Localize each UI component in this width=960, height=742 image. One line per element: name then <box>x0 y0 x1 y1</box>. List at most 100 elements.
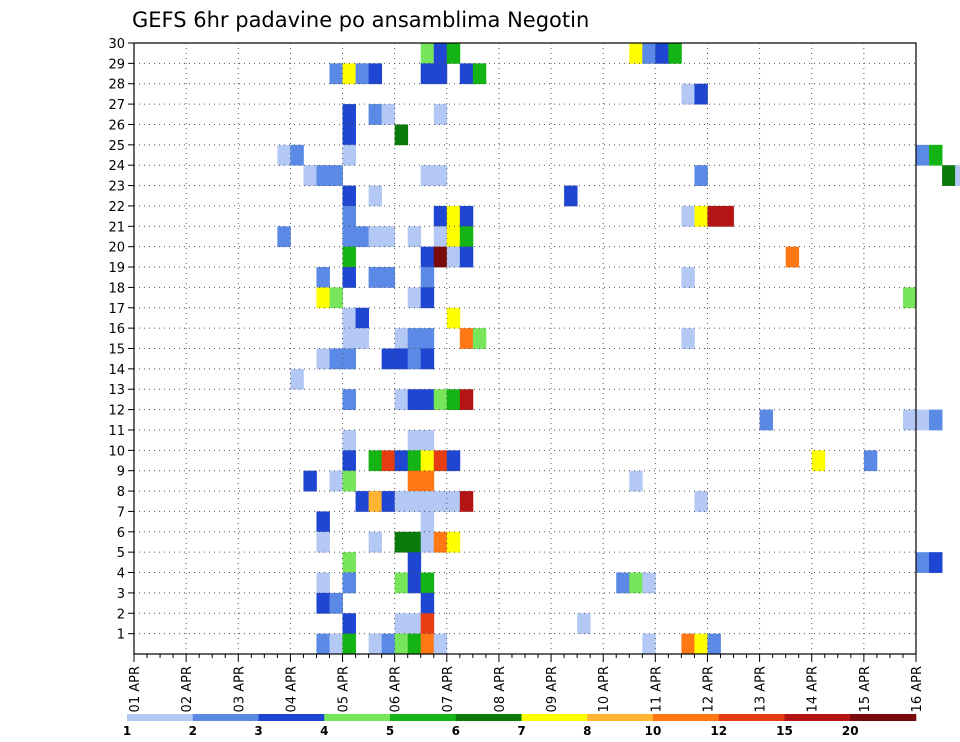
precip-cell <box>342 613 356 635</box>
precip-cell <box>707 633 721 655</box>
precip-cell <box>368 450 383 472</box>
precip-cell <box>355 491 369 512</box>
precip-cell <box>420 328 435 349</box>
precip-cell <box>642 43 656 64</box>
precip-cell <box>433 63 448 85</box>
precip-cell <box>394 491 409 512</box>
precip-cell <box>316 287 330 309</box>
precip-cell <box>420 511 435 533</box>
y-tick-label: 6 <box>117 526 125 541</box>
precip-cell <box>394 572 409 594</box>
precip-cell <box>394 613 409 635</box>
precip-cell <box>564 185 578 207</box>
precip-cell <box>655 43 669 64</box>
y-axis: 1234567891011121314151617181920212223242… <box>108 37 134 643</box>
precip-cell <box>902 409 917 431</box>
precip-cell <box>472 328 487 349</box>
precip-cell <box>342 307 356 329</box>
colorbar-swatch <box>258 714 325 721</box>
y-tick-label: 17 <box>108 302 125 317</box>
precip-cell <box>759 409 774 431</box>
precip-cell <box>316 267 330 288</box>
colorbar-swatch <box>455 714 522 721</box>
precip-cell <box>446 531 461 553</box>
precip-cell <box>342 205 356 227</box>
y-tick-label: 29 <box>108 57 125 72</box>
precip-cell <box>407 287 422 309</box>
y-tick-label: 28 <box>108 78 125 93</box>
precip-cell <box>355 307 369 329</box>
precip-cell <box>420 165 435 186</box>
x-tick-label: 07 APR <box>441 666 456 712</box>
precip-cell <box>381 226 396 248</box>
precip-cell <box>420 491 435 512</box>
precip-cell <box>407 328 422 349</box>
x-tick-label: 05 APR <box>337 666 352 712</box>
precip-cell <box>459 205 474 227</box>
x-tick-label: 09 APR <box>545 666 560 712</box>
precip-cell <box>916 552 930 573</box>
precip-cell <box>916 409 930 431</box>
chart-title: GEFS 6hr padavine po ansamblima Negotin <box>132 8 589 32</box>
precip-cell <box>446 226 461 248</box>
precip-cell <box>420 389 435 410</box>
precip-cell <box>407 572 422 594</box>
precip-cell <box>420 43 435 64</box>
precip-cell <box>694 633 708 655</box>
precip-cell <box>303 165 317 186</box>
y-tick-label: 22 <box>108 200 125 215</box>
colorbar-label: 15 <box>776 724 793 738</box>
x-tick-label: 08 APR <box>493 666 508 712</box>
precip-cell <box>420 531 435 553</box>
precip-cell <box>459 491 474 512</box>
precip-cell <box>316 531 330 553</box>
colorbar-swatch <box>127 714 194 721</box>
precip-cell <box>342 63 356 85</box>
precip-cell <box>642 633 656 655</box>
precip-cell <box>681 328 695 349</box>
precip-cell <box>668 43 682 64</box>
precip-cell <box>342 348 356 370</box>
precip-cell <box>394 389 409 410</box>
y-tick-label: 30 <box>108 37 125 52</box>
x-tick-label: 16 APR <box>910 666 925 712</box>
x-tick-label: 13 APR <box>754 666 769 712</box>
y-tick-label: 20 <box>108 241 125 256</box>
colorbar-label: 4 <box>320 724 328 738</box>
x-tick-label: 11 APR <box>649 666 664 712</box>
precip-cell <box>381 104 396 125</box>
precip-cell <box>420 287 435 309</box>
precip-cell <box>433 165 448 186</box>
precip-cell <box>342 633 356 655</box>
precip-cell <box>407 226 422 248</box>
colorbar-swatch <box>784 714 851 721</box>
precip-cell <box>446 43 461 64</box>
precip-cell <box>407 633 422 655</box>
precip-cell <box>394 450 409 472</box>
precip-cell <box>694 83 708 105</box>
precip-cell <box>394 328 409 349</box>
y-tick-label: 5 <box>117 546 125 561</box>
grid-lines <box>134 43 916 654</box>
precip-cell <box>329 348 343 370</box>
precip-cell <box>342 124 356 146</box>
colorbar-label: 1 <box>123 724 131 738</box>
precip-cell <box>577 613 591 635</box>
y-tick-label: 10 <box>108 444 125 459</box>
precip-cell <box>407 470 422 492</box>
y-tick-label: 18 <box>108 281 125 296</box>
precip-cell <box>459 226 474 248</box>
precip-cell <box>433 633 448 655</box>
y-tick-label: 27 <box>108 98 125 113</box>
x-tick-label: 03 APR <box>232 666 247 712</box>
precip-cell <box>642 572 656 594</box>
precip-cell <box>472 63 487 85</box>
x-tick-label: 04 APR <box>284 666 299 712</box>
precip-cell <box>277 226 291 248</box>
precip-cell <box>420 592 435 614</box>
precipitation-cells <box>277 43 960 655</box>
precip-cell <box>420 633 435 655</box>
precip-cell <box>342 450 356 472</box>
precip-cell <box>420 572 435 594</box>
